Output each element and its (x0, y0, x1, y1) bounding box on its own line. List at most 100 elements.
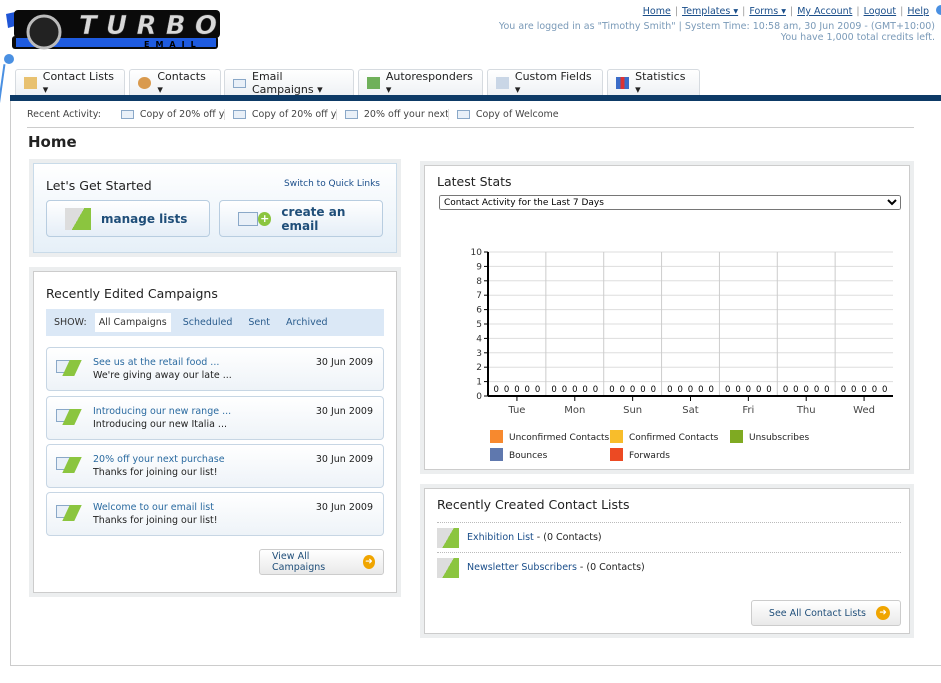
campaign-item[interactable]: 20% off your next purchase Thanks for jo… (46, 444, 384, 488)
list-item: Exhibition List - (0 Contacts) (437, 522, 901, 552)
data-label: 0 (535, 385, 540, 395)
filter-all-campaigns[interactable]: All Campaigns (94, 313, 171, 332)
legend-swatch (730, 430, 743, 443)
campaign-name[interactable]: Introducing our new range ... (93, 406, 232, 417)
templates-link[interactable]: Templates ▾ (682, 6, 739, 17)
recent-item[interactable]: Copy of 20% off yo (120, 109, 225, 120)
data-label: 0 (582, 385, 587, 395)
tab-email-campaigns[interactable]: Email Campaigns ▾ (224, 69, 354, 96)
create-email-button[interactable]: + create an email (219, 200, 383, 237)
campaign-item[interactable]: Introducing our new range ... Introducin… (46, 396, 384, 440)
envelope-icon (232, 110, 246, 119)
data-label: 0 (882, 385, 887, 395)
panel-title: Latest Stats (437, 174, 512, 189)
recent-item[interactable]: Copy of 20% off yo (232, 109, 337, 120)
filter-archived[interactable]: Archived (286, 317, 328, 328)
legend-swatch (610, 430, 623, 443)
data-label: 0 (783, 385, 788, 395)
tab-statistics[interactable]: Statistics ▾ (607, 69, 700, 96)
y-tick-label: 6 (476, 306, 482, 316)
y-tick-label: 9 (476, 262, 482, 272)
tab-contacts[interactable]: Contacts ▾ (129, 69, 221, 96)
switch-quick-links[interactable]: Switch to Quick Links (284, 179, 380, 189)
campaign-item[interactable]: Welcome to our email list Thanks for joi… (46, 492, 384, 536)
legend-label: Forwards (629, 451, 670, 461)
logout-link[interactable]: Logout (863, 6, 897, 17)
nav-bar (10, 95, 941, 101)
data-label: 0 (551, 385, 556, 395)
user-edit-icon (437, 527, 459, 548)
data-label: 0 (851, 385, 856, 395)
envelope-icon (344, 110, 358, 119)
y-tick-label: 8 (476, 277, 482, 287)
data-label: 0 (766, 385, 771, 395)
tab-contact-lists[interactable]: Contact Lists ▾ (15, 69, 125, 96)
svg-text:EMAIL: EMAIL (144, 40, 202, 49)
data-label: 0 (609, 385, 614, 395)
manage-lists-button[interactable]: manage lists (46, 200, 210, 237)
envelope-check-icon (56, 360, 82, 378)
arrow-right-icon: ➜ (876, 606, 890, 620)
tab-label: Email Campaigns ▾ (252, 70, 323, 96)
plus-icon: + (258, 211, 272, 226)
campaign-date: 30 Jun 2009 (315, 406, 373, 417)
data-label: 0 (525, 385, 530, 395)
help-link[interactable]: Help (907, 6, 929, 17)
data-label: 0 (861, 385, 866, 395)
tab-label: Custom Fields ▾ (514, 70, 592, 96)
page-title: Home (28, 133, 77, 151)
forms-link[interactable]: Forms ▾ (749, 6, 786, 17)
tab-label: Autoresponders ▾ (385, 70, 473, 96)
campaign-item[interactable]: See us at the retail food ... We're givi… (46, 347, 384, 391)
x-tick-label: Fri (742, 405, 754, 416)
data-label: 0 (824, 385, 829, 395)
campaign-name[interactable]: 20% off your next purchase (93, 454, 225, 465)
users-icon (138, 77, 152, 89)
data-label: 0 (725, 385, 730, 395)
tab-autoresponders[interactable]: Autoresponders ▾ (358, 69, 483, 96)
view-all-campaigns-button[interactable]: View All Campaigns ➜ (259, 549, 384, 575)
data-label: 0 (756, 385, 761, 395)
data-label: 0 (562, 385, 567, 395)
dot-icon (936, 5, 941, 15)
document-icon (496, 77, 509, 89)
filter-sent[interactable]: Sent (248, 317, 271, 328)
y-tick-label: 10 (471, 248, 483, 258)
data-label: 0 (793, 385, 798, 395)
data-label: 0 (708, 385, 713, 395)
see-all-contact-lists-button[interactable]: See All Contact Lists ➜ (751, 600, 901, 626)
campaign-name[interactable]: Welcome to our email list (93, 502, 214, 513)
turbo-email-logo[interactable]: TURBO EMAIL (4, 4, 222, 54)
envelope-icon (233, 78, 246, 88)
credits-info: You have 1,000 total credits left. (780, 32, 935, 43)
recent-item[interactable]: Copy of Welcome to (456, 109, 561, 120)
data-label: 0 (677, 385, 682, 395)
stats-period-select[interactable]: Contact Activity for the Last 7 Days (439, 195, 901, 210)
legend-label: Bounces (509, 451, 548, 461)
campaign-desc: Thanks for joining our list! (93, 515, 218, 526)
envelope-check-icon (56, 409, 82, 427)
recent-item[interactable]: 20% off your next p (344, 109, 449, 120)
campaign-desc: We're giving away our late ... (93, 370, 232, 381)
data-label: 0 (640, 385, 645, 395)
campaign-date: 30 Jun 2009 (315, 454, 373, 465)
data-label: 0 (504, 385, 509, 395)
envelope-check-icon (56, 505, 82, 523)
home-link[interactable]: Home (642, 6, 671, 17)
list-link[interactable]: Exhibition List (467, 532, 534, 543)
data-label: 0 (872, 385, 877, 395)
recent-campaigns-panel: Recently Edited Campaigns SHOW: All Camp… (29, 267, 401, 597)
my-account-link[interactable]: My Account (797, 6, 853, 17)
data-label: 0 (841, 385, 846, 395)
data-label: 0 (494, 385, 499, 395)
data-label: 0 (814, 385, 819, 395)
recent-activity-label: Recent Activity: (27, 109, 101, 120)
data-label: 0 (804, 385, 809, 395)
recent-activity: Recent Activity: Copy of 20% off yo Copy… (27, 109, 561, 120)
list-link[interactable]: Newsletter Subscribers (467, 562, 577, 573)
campaign-name[interactable]: See us at the retail food ... (93, 357, 220, 368)
tab-custom-fields[interactable]: Custom Fields ▾ (487, 69, 603, 96)
filter-scheduled[interactable]: Scheduled (182, 317, 233, 328)
dot-icon (4, 54, 14, 64)
auto-envelope-icon (367, 77, 380, 89)
